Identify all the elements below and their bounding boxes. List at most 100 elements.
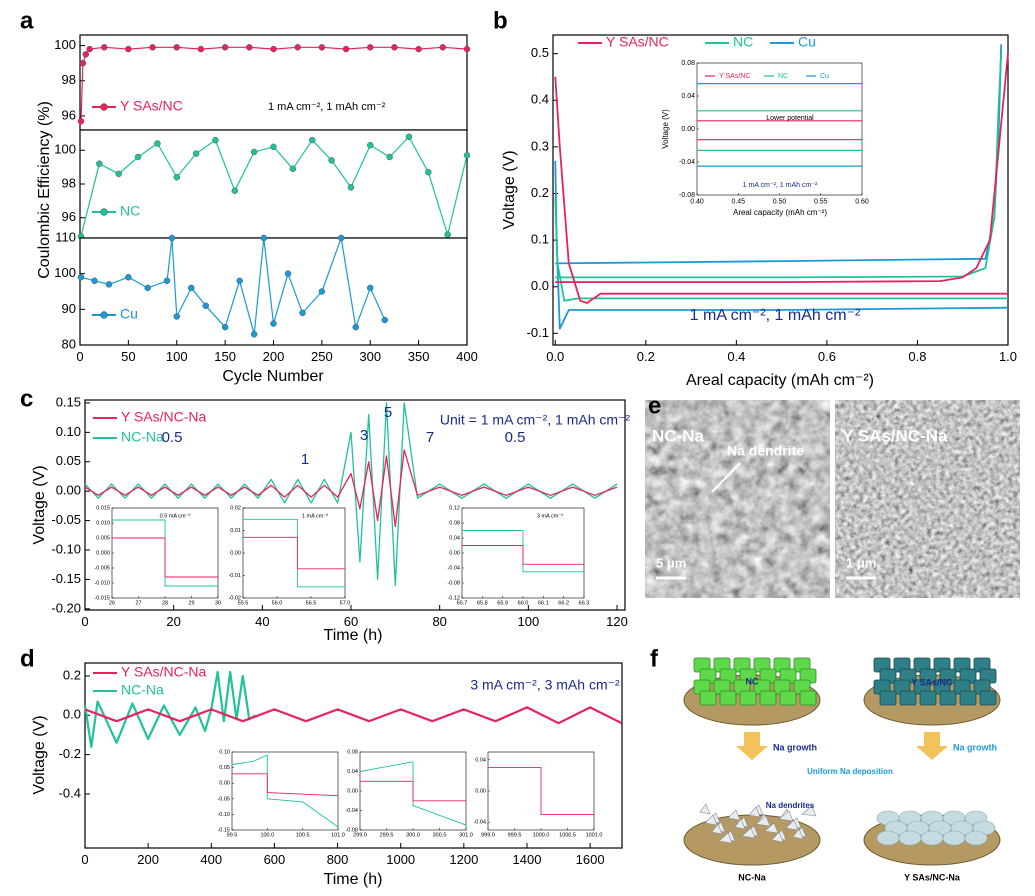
plot-frame <box>231 751 339 831</box>
x-tick-label: 0 <box>76 349 83 364</box>
point <box>391 44 398 51</box>
sem-image <box>645 400 830 598</box>
x-tick-label: 100.0 <box>260 833 274 839</box>
y-tick-label: 100 <box>54 265 76 280</box>
point <box>163 277 171 285</box>
legend-label: NC <box>778 73 788 80</box>
point <box>173 44 180 51</box>
y-axis-label: Voltage (V) <box>661 109 670 149</box>
annotation: 0.5 <box>162 429 183 446</box>
y-tick-label: -0.10 <box>51 541 81 556</box>
point <box>284 270 292 277</box>
y-tick-label: -0.01 <box>228 573 241 579</box>
x-tick-label: 0.60 <box>855 198 869 205</box>
point <box>367 284 374 292</box>
x-tick-label: 999.5 <box>508 833 522 839</box>
x-tick-label: 200 <box>137 852 159 867</box>
x-tick-label: 0.6 <box>818 349 836 364</box>
x-tick-label: 0.45 <box>731 198 745 205</box>
point <box>444 231 451 238</box>
x-tick-label: 800 <box>327 852 349 867</box>
series-line <box>84 706 623 725</box>
x-tick-label: 100 <box>517 614 539 629</box>
x-tick-label: 1001.0 <box>586 833 603 839</box>
point <box>86 45 93 53</box>
cube <box>719 690 737 706</box>
x-tick-label: 120 <box>606 614 628 629</box>
cube <box>799 690 817 706</box>
y-tick-label: -0.15 <box>217 827 230 833</box>
y-tick-label: 110 <box>55 229 76 244</box>
y-tick-label: 98 <box>62 175 76 190</box>
x-tick-label: 66.0 <box>518 601 529 607</box>
series-line <box>360 780 466 802</box>
dendrite <box>792 828 804 840</box>
x-tick-label: 150 <box>214 349 236 364</box>
series-line <box>84 402 618 586</box>
dendrite <box>727 809 741 821</box>
point <box>125 273 132 281</box>
schematic-label: Na growth <box>773 742 817 752</box>
point <box>289 165 297 173</box>
y-tick-label: -0.08 <box>447 580 460 586</box>
x-tick-label: 300.5 <box>433 833 447 839</box>
schematic-label: Na dendrites <box>766 801 815 810</box>
cube <box>739 690 757 706</box>
y-tick-label: 0.0 <box>63 707 81 722</box>
point <box>260 234 268 242</box>
dendrite <box>748 806 761 818</box>
y-tick-label: 96 <box>62 107 76 122</box>
y-tick-label: 96 <box>62 209 76 224</box>
cube <box>979 690 997 706</box>
y-tick-label: 0.5 <box>531 45 549 60</box>
x-tick-label: 66.2 <box>558 601 569 607</box>
point <box>439 44 447 51</box>
annotation: 3 mA cm⁻², 3 mAh cm⁻² <box>470 677 620 693</box>
x-tick-label: 57.0 <box>340 601 351 607</box>
legend-marker <box>100 208 108 216</box>
cube <box>919 690 937 706</box>
y-tick-label: 0.00 <box>347 788 358 794</box>
dendrite <box>741 827 756 839</box>
point <box>294 44 301 51</box>
point <box>154 140 161 147</box>
point <box>105 281 113 288</box>
x-tick-label: 0 <box>81 852 88 867</box>
point <box>197 45 205 53</box>
x-tick-label: 301.0 <box>459 833 473 839</box>
x-tick-label: 20 <box>166 614 180 629</box>
legend-label: Y SAs/NC-Na <box>121 409 207 425</box>
x-tick-label: 0.50 <box>773 198 787 205</box>
dendrite <box>704 814 718 826</box>
series-line <box>84 449 618 528</box>
x-tick-label: 56.5 <box>306 601 317 607</box>
annotation: c <box>20 385 33 412</box>
annotation: 3 <box>360 427 368 444</box>
point <box>221 44 229 51</box>
cube <box>939 690 957 706</box>
cube <box>699 690 717 706</box>
legend-marker <box>100 311 108 319</box>
y-tick-label: 0.010 <box>96 520 110 526</box>
x-tick-label: 26 <box>109 601 115 607</box>
y-tick-label: -0.015 <box>94 595 110 601</box>
point <box>386 153 393 161</box>
y-tick-label: 0.2 <box>63 667 81 682</box>
y-tick-label: 0.04 <box>681 93 695 100</box>
y-axis-label: Voltage (V) <box>31 715 48 794</box>
y-tick-label: 0.00 <box>681 126 695 133</box>
deposit <box>964 830 988 846</box>
schematic-label: NC <box>746 676 759 686</box>
series-line <box>243 536 345 570</box>
annotation: b <box>493 7 508 34</box>
series-line <box>462 545 584 565</box>
y-axis-label: Voltage (V) <box>501 150 518 229</box>
point <box>212 136 219 144</box>
y-tick-label: 0.000 <box>96 550 110 556</box>
x-axis-label: Areal capacity (mAh cm⁻²) <box>686 372 874 389</box>
series-line <box>697 110 862 151</box>
x-tick-label: 200 <box>263 349 285 364</box>
point <box>405 133 413 140</box>
x-axis-label: Cycle Number <box>222 368 324 385</box>
y-tick-label: 0.00 <box>56 483 81 498</box>
